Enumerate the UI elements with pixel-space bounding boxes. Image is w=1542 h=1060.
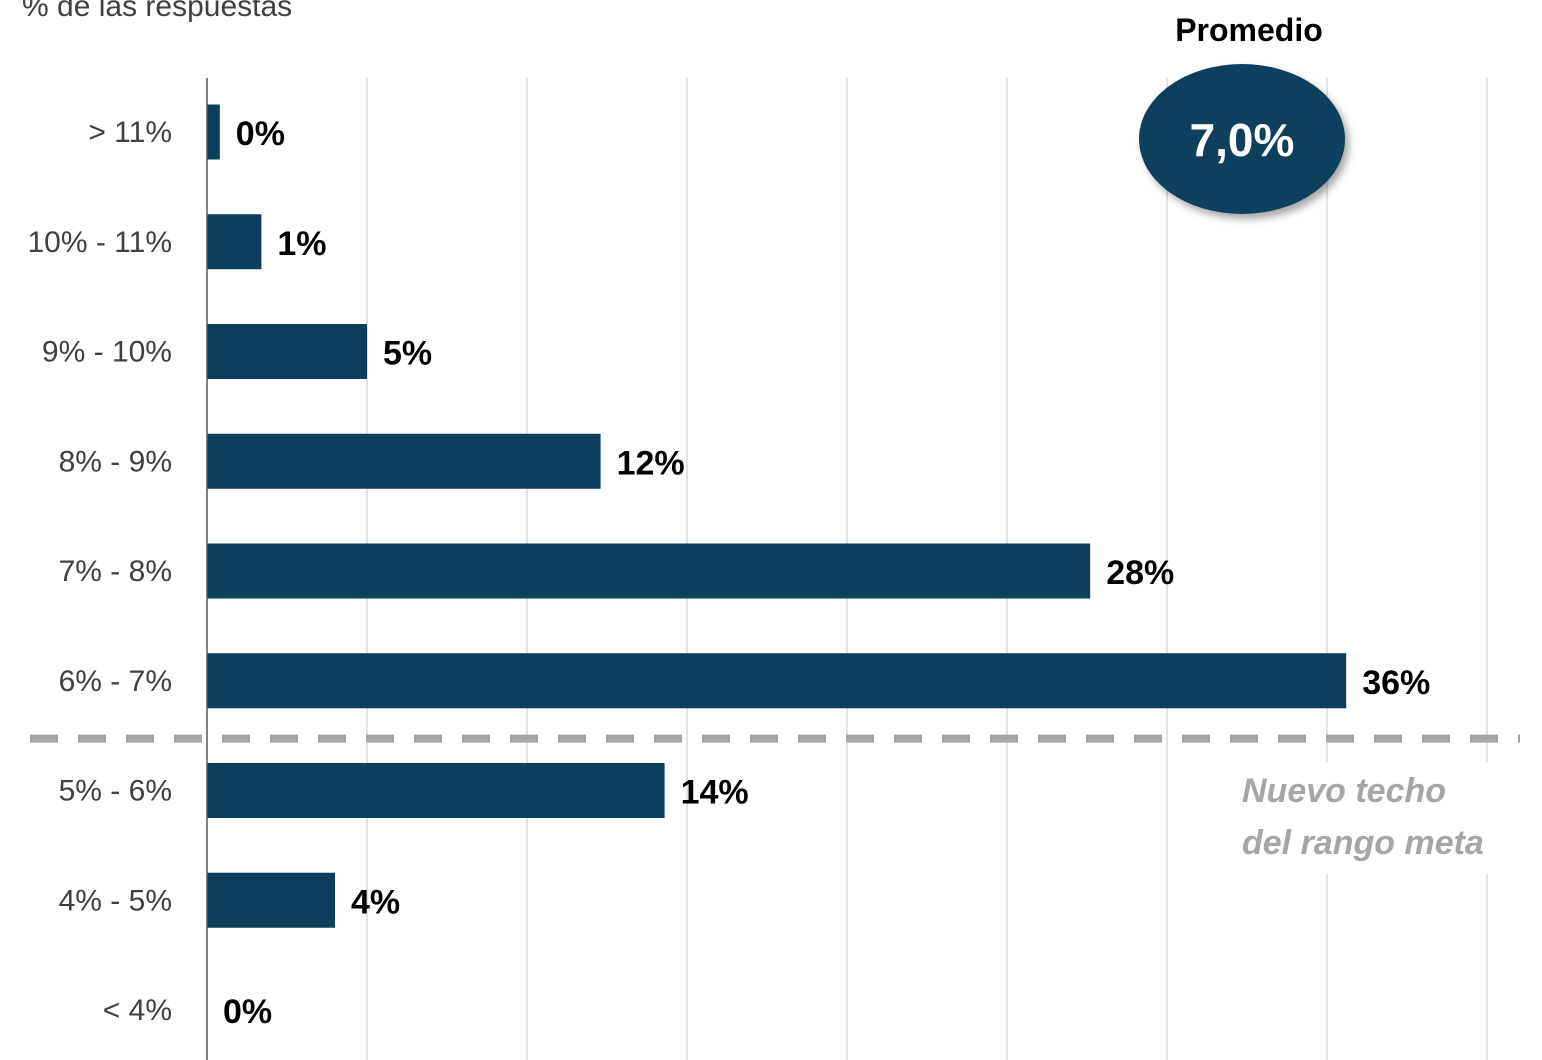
category-label: 7% - 8% — [59, 555, 172, 588]
chart-subtitle: % de las respuestas — [22, 0, 292, 23]
bar — [207, 763, 665, 818]
value-label: 14% — [681, 774, 749, 812]
bar — [207, 872, 335, 928]
bar — [207, 214, 262, 270]
value-label: 0% — [223, 993, 272, 1031]
category-label: > 11% — [88, 116, 172, 149]
average-badge: 7,0% — [1139, 64, 1345, 214]
reference-line-group — [30, 734, 1522, 874]
average-title: Promedio — [1175, 12, 1323, 48]
bar — [207, 104, 220, 160]
value-label: 5% — [383, 335, 432, 373]
value-label: 1% — [277, 225, 326, 263]
category-label: 6% - 7% — [59, 665, 172, 698]
reference-line-label-1: Nuevo techo — [1242, 772, 1446, 810]
category-label: 10% - 11% — [27, 226, 172, 259]
value-label: 0% — [236, 115, 285, 153]
average-badge-ellipse — [1139, 64, 1345, 214]
bars — [207, 104, 1347, 928]
category-label: < 4% — [103, 994, 172, 1027]
value-label: 12% — [617, 444, 685, 482]
bar — [207, 433, 601, 489]
value-label: 28% — [1106, 554, 1174, 592]
category-labels: > 11% 10% - 11% 9% - 10% 8% - 9% 7% - 8% 6% -… — [27, 116, 172, 1027]
bar — [207, 543, 1091, 599]
bar — [207, 324, 367, 379]
category-label: 4% - 5% — [59, 884, 172, 917]
category-label: 5% - 6% — [59, 775, 172, 808]
bar — [207, 653, 1347, 709]
reference-line-label-2: del rango meta — [1242, 824, 1484, 862]
value-label: 36% — [1362, 664, 1430, 702]
reference-label-backdrop — [1232, 762, 1522, 874]
average-value: 7,0% — [1190, 114, 1295, 166]
value-labels: 0% 1% 5% 12% 28% 36% 14% 4% 0% — [223, 115, 1430, 1031]
category-label: 8% - 9% — [59, 445, 172, 478]
value-label: 4% — [351, 883, 400, 921]
category-label: 9% - 10% — [42, 336, 172, 369]
